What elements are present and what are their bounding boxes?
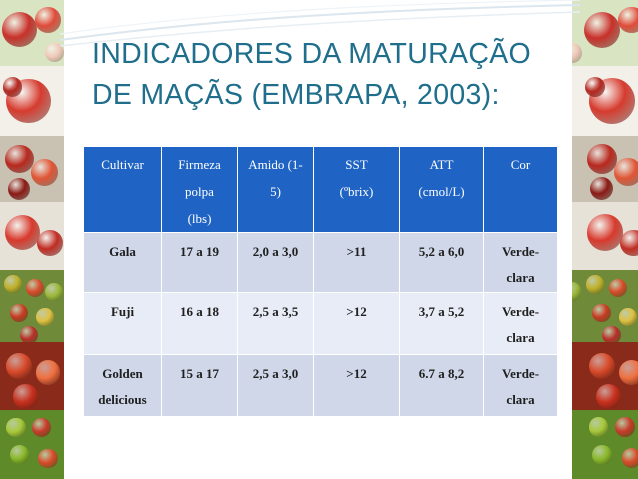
apple-shape bbox=[9, 445, 29, 465]
header-cultivar: Cultivar bbox=[83, 146, 162, 233]
apple-photo-tile bbox=[0, 270, 64, 344]
apple-shape bbox=[572, 282, 582, 301]
cell-sst: >12 bbox=[313, 354, 400, 417]
apple-shape bbox=[10, 304, 29, 323]
cell-cultivar: Gala bbox=[83, 232, 162, 293]
apple-shape bbox=[586, 214, 624, 251]
apple-shape bbox=[591, 444, 612, 465]
apple-shape bbox=[572, 42, 582, 63]
header-firmeza: Firmeza polpa (lbs) bbox=[161, 146, 238, 233]
table-row: Golden delicious 15 a 17 2,5 a 3,0 >12 6.… bbox=[83, 354, 558, 417]
apple-shape bbox=[6, 417, 26, 437]
maturation-indicators-table: Cultivar Firmeza polpa (lbs) Amido (1- 5) S… bbox=[83, 146, 558, 417]
slide-title-line-1: INDICADORES DA MATURAÇÃO bbox=[92, 38, 531, 70]
cell-cor: Verde-clara bbox=[483, 354, 558, 417]
cell-cultivar: Golden delicious bbox=[83, 354, 162, 417]
header-att: ATT (cmol/L) bbox=[399, 146, 484, 233]
cell-amido: 2,5 a 3,0 bbox=[237, 354, 314, 417]
apple-photo-tile bbox=[0, 66, 64, 136]
apple-shape bbox=[583, 11, 620, 48]
apple-shape bbox=[35, 7, 61, 33]
header-cor: Cor bbox=[483, 146, 558, 233]
apple-photo-tile bbox=[0, 202, 64, 270]
cell-sst: >11 bbox=[313, 232, 400, 293]
apple-shape bbox=[3, 275, 22, 294]
apple-shape bbox=[4, 144, 34, 174]
apple-shape bbox=[585, 77, 605, 97]
apple-photo-tile bbox=[572, 0, 638, 66]
slide-title-line-2: DE MAÇÃS (EMBRAPA, 2003): bbox=[92, 79, 500, 111]
apple-shape bbox=[585, 275, 605, 294]
apple-shape bbox=[44, 43, 64, 63]
apple-photo-tile bbox=[572, 342, 638, 410]
apple-shape bbox=[45, 282, 64, 301]
header-amido: Amido (1- 5) bbox=[237, 146, 314, 233]
cell-cor: Verde-clara bbox=[483, 292, 558, 355]
cell-firmeza: 17 a 19 bbox=[161, 232, 238, 293]
apple-shape bbox=[614, 158, 638, 187]
apple-shape bbox=[4, 215, 40, 251]
apple-photo-tile bbox=[572, 66, 638, 136]
apple-shape bbox=[3, 77, 23, 97]
cell-amido: 2,0 a 3,0 bbox=[237, 232, 314, 293]
apple-shape bbox=[618, 307, 638, 327]
table-header-row: Cultivar Firmeza polpa (lbs) Amido (1- 5) S… bbox=[83, 146, 558, 233]
table-row: Fuji 16 a 18 2,5 a 3,5 >12 3,7 a 5,2 Ver… bbox=[83, 292, 558, 355]
apple-photo-tile bbox=[572, 410, 638, 479]
apple-shape bbox=[32, 417, 52, 437]
apple-photo-tile bbox=[572, 270, 638, 345]
apple-shape bbox=[608, 278, 628, 298]
apple-shape bbox=[31, 158, 59, 186]
cell-cor: Verde-clara bbox=[483, 232, 558, 293]
apple-shape bbox=[13, 384, 38, 409]
apple-shape bbox=[8, 177, 31, 200]
header-sst: SST (ºbrix) bbox=[313, 146, 400, 233]
apple-shape bbox=[595, 383, 621, 409]
apple-shape bbox=[602, 325, 621, 345]
apple-shape bbox=[621, 448, 638, 469]
apple-shape bbox=[26, 279, 45, 297]
apple-shape bbox=[6, 353, 32, 379]
table-row: Gala 17 a 19 2,0 a 3,0 >11 5,2 a 6,0 Ver… bbox=[83, 232, 558, 293]
cell-att: 6.7 a 8,2 bbox=[399, 354, 484, 417]
apple-shape bbox=[614, 417, 635, 438]
apple-shape bbox=[38, 448, 58, 468]
cell-att: 5,2 a 6,0 bbox=[399, 232, 484, 293]
cell-amido: 2,5 a 3,5 bbox=[237, 292, 314, 355]
apple-shape bbox=[620, 229, 638, 256]
decorative-swoosh bbox=[60, 0, 580, 47]
apple-shape bbox=[618, 6, 638, 33]
cell-firmeza: 15 a 17 bbox=[161, 354, 238, 417]
cell-cultivar: Fuji bbox=[83, 292, 162, 355]
apple-photo-tile bbox=[0, 342, 64, 410]
apple-shape bbox=[588, 352, 615, 379]
apple-shape bbox=[1, 12, 37, 48]
apple-shape bbox=[35, 307, 54, 326]
left-apple-strip bbox=[0, 0, 64, 479]
right-apple-strip bbox=[572, 0, 638, 479]
apple-shape bbox=[35, 360, 61, 385]
cell-firmeza: 16 a 18 bbox=[161, 292, 238, 355]
apple-photo-tile bbox=[0, 136, 64, 202]
apple-shape bbox=[586, 144, 617, 174]
apple-shape bbox=[592, 303, 611, 323]
apple-photo-tile bbox=[572, 202, 638, 270]
cell-att: 3,7 a 5,2 bbox=[399, 292, 484, 355]
slide-title: INDICADORES DA MATURAÇÃO DE MAÇÃS (EMBRA… bbox=[92, 34, 572, 116]
cell-sst: >12 bbox=[313, 292, 400, 355]
apple-shape bbox=[590, 177, 614, 201]
apple-shape bbox=[618, 360, 638, 386]
apple-photo-tile bbox=[0, 0, 64, 66]
apple-shape bbox=[19, 325, 38, 344]
apple-photo-tile bbox=[572, 136, 638, 202]
apple-photo-tile bbox=[0, 410, 64, 479]
apple-shape bbox=[588, 417, 609, 438]
apple-shape bbox=[37, 230, 63, 256]
